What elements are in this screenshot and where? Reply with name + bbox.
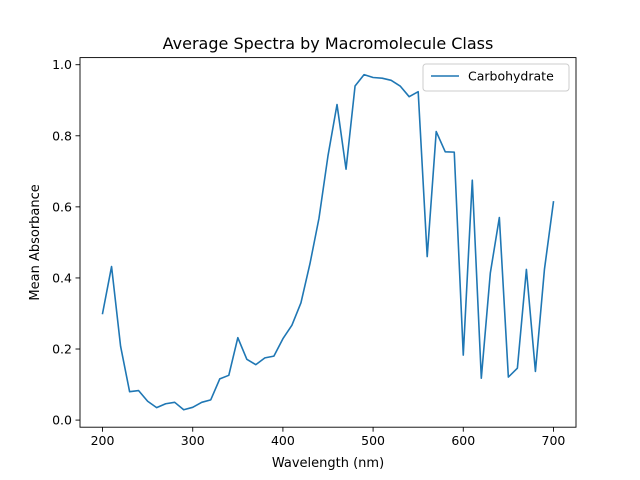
data-point: [273, 355, 275, 357]
data-point: [146, 400, 148, 402]
data-point: [264, 357, 266, 359]
data-point: [525, 268, 527, 270]
y-tick-label: 0.4: [52, 270, 72, 285]
x-tick-label: 500: [361, 433, 385, 448]
x-tick-label: 300: [181, 433, 205, 448]
y-tick-label: 1.0: [52, 57, 72, 72]
data-point: [345, 168, 347, 170]
data-point: [300, 302, 302, 304]
data-point: [498, 216, 500, 218]
data-point: [390, 79, 392, 81]
y-tick-label: 0.8: [52, 128, 72, 143]
data-point: [453, 151, 455, 153]
data-point: [435, 130, 437, 132]
y-axis-label: Mean Absorbance: [28, 184, 43, 300]
data-point: [101, 312, 103, 314]
legend-box: [422, 63, 570, 92]
data-point: [119, 345, 121, 347]
data-point: [210, 399, 212, 401]
data-point: [327, 154, 329, 156]
legend: Carbohydrate: [422, 63, 570, 92]
series-line-carbohydrate: [101, 73, 555, 411]
data-point: [137, 389, 139, 391]
axes-frame: [79, 57, 577, 428]
chart-title: Average Spectra by Macromolecule Class: [163, 34, 494, 53]
data-point: [507, 376, 509, 378]
data-point: [110, 265, 112, 267]
data-point: [282, 338, 284, 340]
x-axis-ticks: 200 300 400 500 600 700: [91, 427, 566, 448]
data-point: [543, 268, 545, 270]
data-point: [372, 76, 374, 78]
y-tick-label: 0.2: [52, 342, 72, 357]
data-point: [399, 85, 401, 87]
data-point: [201, 401, 203, 403]
x-tick-label: 400: [271, 433, 295, 448]
y-tick-label: 0.6: [52, 199, 72, 214]
data-point: [489, 272, 491, 274]
plot-area: [101, 73, 555, 411]
data-point: [336, 103, 338, 105]
data-point: [173, 401, 175, 403]
data-point: [471, 179, 473, 181]
x-tick-label: 700: [542, 433, 566, 448]
data-point: [516, 367, 518, 369]
data-point: [183, 409, 185, 411]
data-point: [552, 201, 554, 203]
x-tick-label: 200: [91, 433, 115, 448]
data-point: [408, 95, 410, 97]
data-point: [444, 151, 446, 153]
data-point: [417, 91, 419, 93]
data-point: [426, 255, 428, 257]
data-point: [219, 378, 221, 380]
data-point: [192, 406, 194, 408]
data-point: [363, 73, 365, 75]
y-tick-label: 0.0: [52, 413, 72, 428]
data-point: [291, 324, 293, 326]
legend-label-carbohydrate: Carbohydrate: [468, 69, 554, 84]
data-point: [318, 217, 320, 219]
data-point: [381, 77, 383, 79]
data-point: [164, 403, 166, 405]
data-point: [228, 374, 230, 376]
y-axis-ticks: 0.0 0.2 0.4 0.6 0.8 1.0: [52, 57, 80, 428]
data-point: [354, 85, 356, 87]
data-point: [480, 377, 482, 379]
data-point: [155, 406, 157, 408]
data-point: [462, 354, 464, 356]
data-point: [237, 336, 239, 338]
x-axis-label: Wavelength (nm): [272, 456, 384, 471]
data-point: [255, 363, 257, 365]
data-point: [534, 370, 536, 372]
data-point: [128, 390, 130, 392]
data-point: [246, 358, 248, 360]
x-tick-label: 600: [451, 433, 475, 448]
data-point: [309, 263, 311, 265]
